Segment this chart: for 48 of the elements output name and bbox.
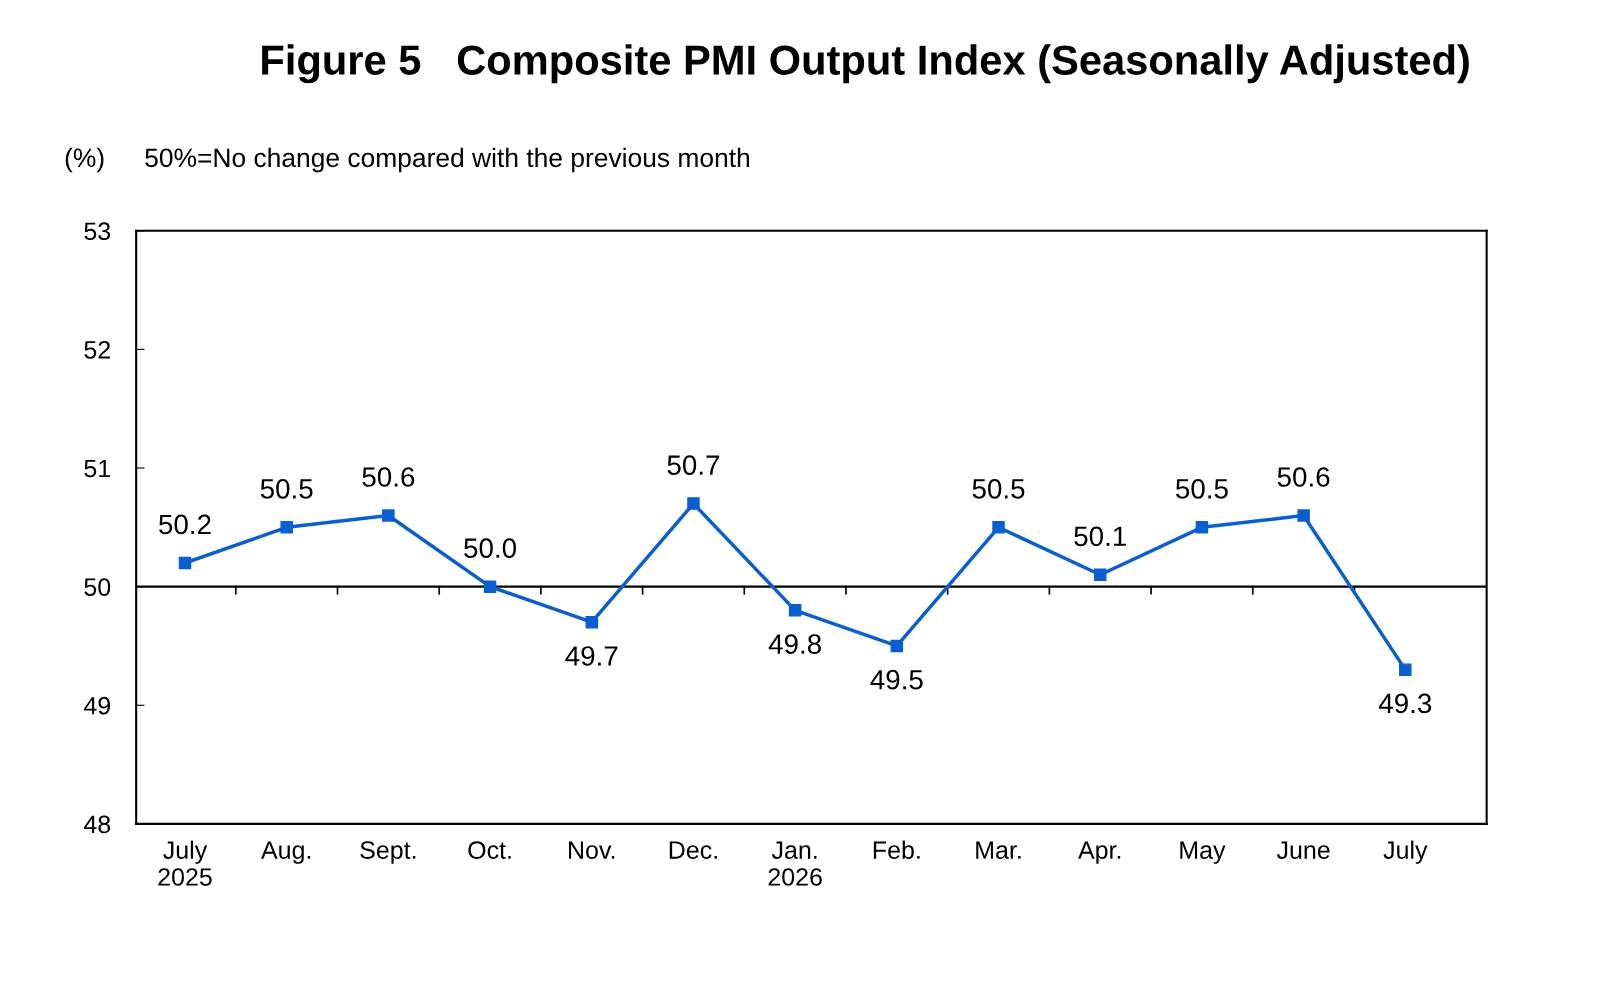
point: [687, 497, 700, 510]
x-tick-label: Dec.: [669, 841, 717, 859]
y-tick-label: 50: [84, 578, 111, 596]
data-label: 49.3: [1378, 693, 1432, 714]
point: [178, 556, 192, 570]
x-tick-label: May: [1180, 841, 1226, 864]
x-tick-label: Mar.: [976, 841, 1021, 859]
chart-title: Figure 5 Composite PMI Output Index (Seasonally Adjusted): [262, 44, 1469, 84]
point: [382, 509, 395, 522]
data-label: 50.6: [362, 467, 415, 487]
x-tick-label: Feb.: [873, 840, 920, 859]
point: [1093, 568, 1107, 582]
x-tick-label: July: [1383, 840, 1428, 864]
data-label: 49.8: [768, 634, 821, 654]
point: [483, 580, 497, 593]
x-tick-label: July 2025: [158, 840, 212, 886]
data-label: 50.5: [972, 479, 1025, 499]
x-tick-label: Sept.: [360, 841, 416, 864]
x-tick-label: Apr.: [1078, 841, 1121, 864]
data-label: 50.1: [1074, 526, 1126, 547]
point: [280, 521, 293, 534]
x-tick-label: June: [1276, 841, 1330, 859]
y-tick-label: 51: [84, 459, 110, 478]
y-tick-label: 48: [83, 815, 111, 834]
data-label: 50.6: [1277, 467, 1330, 487]
point: [890, 639, 904, 653]
data-label: 50.2: [159, 514, 211, 535]
x-tick-label: Jan. 2026: [768, 841, 822, 886]
y-axis-title: (%): [65, 147, 104, 173]
chart-subtitle: 50%=No change compared with the previous month: [145, 147, 750, 173]
data-label: 50.7: [667, 455, 720, 475]
data-label: 50.5: [1176, 479, 1228, 499]
data-label: 49.5: [870, 669, 923, 690]
point: [1399, 663, 1412, 676]
data-label: 50.0: [464, 538, 517, 558]
x-tick-label: Nov.: [569, 841, 615, 859]
y-tick-label: 52: [84, 341, 110, 359]
point: [992, 521, 1005, 534]
point: [1297, 509, 1310, 522]
y-tick-label: 53: [84, 222, 111, 241]
data-label: 49.7: [565, 646, 618, 666]
x-tick-label: Oct.: [468, 841, 511, 859]
point: [1195, 521, 1209, 534]
point: [585, 615, 599, 629]
x-tick-label: Aug.: [261, 841, 311, 864]
point: [788, 604, 802, 617]
data-label: 50.5: [260, 479, 313, 499]
y-tick-label: 49: [83, 696, 111, 715]
